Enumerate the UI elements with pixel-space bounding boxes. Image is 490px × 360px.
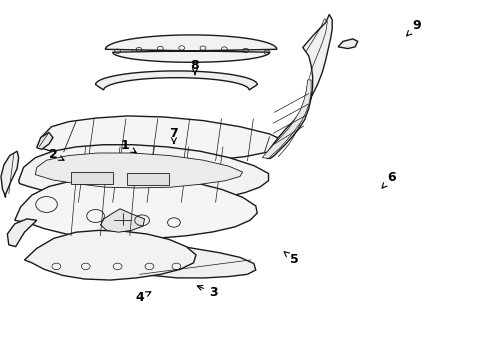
Text: 3: 3 xyxy=(197,285,218,299)
Text: 4: 4 xyxy=(135,291,151,304)
Polygon shape xyxy=(100,209,145,232)
Polygon shape xyxy=(1,151,19,197)
Polygon shape xyxy=(40,116,283,163)
Polygon shape xyxy=(35,153,243,188)
Text: 7: 7 xyxy=(170,127,178,143)
Polygon shape xyxy=(15,176,257,239)
FancyBboxPatch shape xyxy=(127,173,169,185)
FancyBboxPatch shape xyxy=(71,172,113,184)
Polygon shape xyxy=(19,145,269,204)
Text: 6: 6 xyxy=(382,171,396,188)
Text: 9: 9 xyxy=(407,19,421,36)
Polygon shape xyxy=(37,132,53,149)
Text: 1: 1 xyxy=(121,139,136,153)
Text: 2: 2 xyxy=(49,148,64,161)
Text: 5: 5 xyxy=(284,252,298,266)
Polygon shape xyxy=(96,71,257,90)
Polygon shape xyxy=(123,246,256,278)
Text: 8: 8 xyxy=(191,59,199,75)
Polygon shape xyxy=(338,39,358,49)
Polygon shape xyxy=(7,219,37,247)
Polygon shape xyxy=(266,14,332,158)
Polygon shape xyxy=(262,80,311,158)
Polygon shape xyxy=(24,230,196,280)
Polygon shape xyxy=(105,35,277,62)
